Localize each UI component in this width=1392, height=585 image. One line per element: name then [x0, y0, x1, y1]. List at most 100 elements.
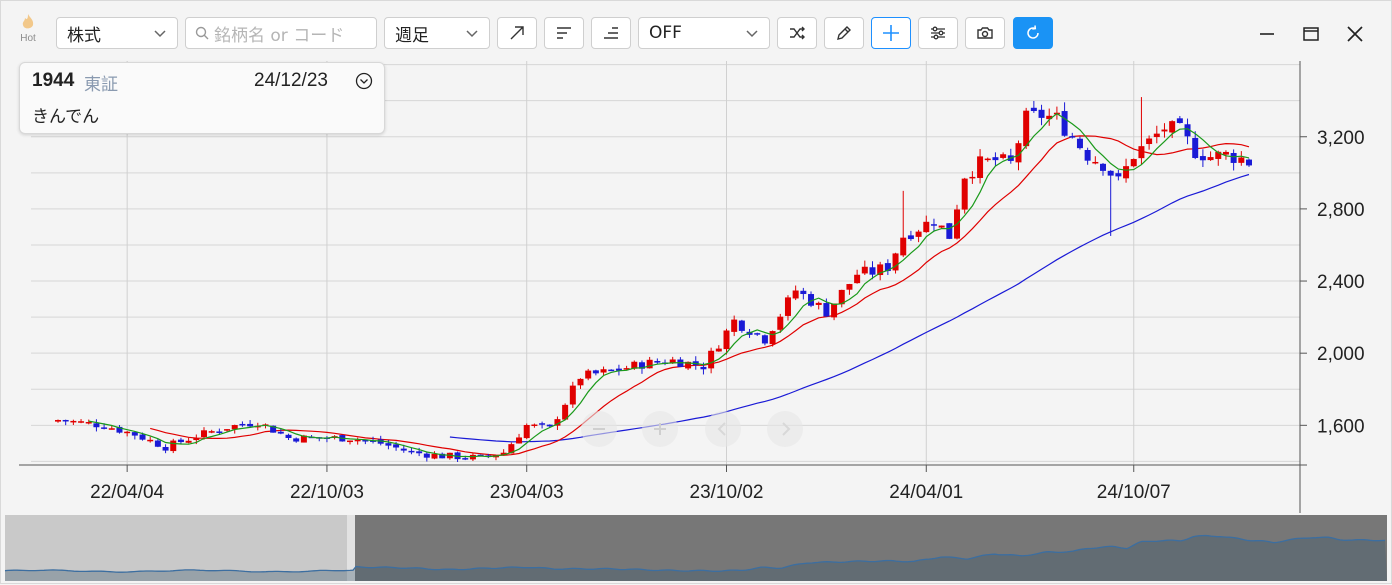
candle-body	[270, 425, 277, 433]
candle-body	[1222, 151, 1229, 155]
axes: 3,200 2,800 2,400 2,000 1,600 22/04/04 22/10/0…	[19, 61, 1365, 513]
minimize-icon	[1260, 33, 1274, 35]
candle-body	[55, 419, 61, 422]
candle-body	[416, 451, 423, 454]
align-right-button[interactable]	[591, 17, 631, 49]
candle-body	[546, 424, 553, 427]
indicator-select[interactable]: OFF	[638, 17, 770, 49]
trendline-button[interactable]	[497, 17, 537, 49]
candle-body	[1015, 143, 1022, 163]
candle-body	[231, 425, 238, 430]
close-button[interactable]	[1342, 21, 1368, 47]
candle-body	[508, 444, 515, 454]
candle-body	[569, 385, 576, 405]
candle-body	[362, 440, 369, 442]
chevron-down-icon	[466, 30, 478, 38]
search-placeholder: 銘柄名 or コード	[214, 25, 345, 46]
candle-body	[1246, 159, 1252, 166]
candle-body	[93, 423, 100, 428]
candle-body	[608, 369, 615, 372]
screenshot-button[interactable]	[965, 17, 1005, 49]
candle-body	[224, 429, 231, 431]
crosshair-button[interactable]	[871, 17, 911, 49]
draw-button[interactable]	[824, 17, 864, 49]
candle-body	[946, 223, 953, 239]
align-right-icon	[604, 27, 618, 39]
candle-body	[646, 359, 653, 369]
candle-body	[585, 370, 592, 379]
candle-body	[423, 453, 430, 458]
align-left-button[interactable]	[544, 17, 584, 49]
candle-body	[792, 290, 799, 299]
candle-body	[808, 294, 815, 306]
minimize-button[interactable]	[1254, 21, 1280, 47]
expand-circle-icon[interactable]	[355, 72, 373, 90]
candle-body	[815, 302, 822, 305]
candle-body	[408, 450, 415, 453]
candle-body	[454, 452, 461, 460]
candle-body	[984, 158, 991, 161]
candle-body	[915, 231, 922, 237]
candle-body	[208, 431, 215, 433]
candle-body	[1199, 156, 1206, 161]
candle-body	[1138, 146, 1145, 159]
candle-body	[62, 419, 69, 422]
candle-body	[500, 452, 507, 456]
candle-body	[516, 437, 523, 444]
pencil-icon	[837, 26, 851, 40]
candle-body	[1092, 161, 1099, 164]
period-select[interactable]: 週足	[384, 17, 490, 49]
candle-body	[823, 303, 830, 317]
scroll-right-button[interactable]	[767, 411, 803, 447]
market-select[interactable]: 株式	[56, 17, 178, 49]
market-select-value: 株式	[67, 25, 101, 46]
candle-body	[1100, 163, 1107, 171]
candle-body	[393, 444, 400, 448]
y-tick-label: 3,200	[1317, 128, 1365, 149]
candle-body	[592, 370, 599, 374]
maximize-button[interactable]	[1298, 21, 1324, 47]
navigator-handle	[347, 515, 355, 581]
candle-body	[731, 319, 738, 332]
settings-button[interactable]	[918, 17, 958, 49]
candle-body	[185, 440, 192, 443]
zoom-in-button[interactable]	[642, 411, 678, 447]
candle-body	[1000, 154, 1007, 158]
candle-body	[1146, 138, 1153, 145]
scroll-left-button[interactable]	[705, 411, 741, 447]
hot-button[interactable]: Hot	[11, 13, 45, 53]
stock-exchange: 東証	[84, 75, 118, 95]
shuffle-icon	[790, 26, 805, 40]
candle-body	[346, 440, 353, 443]
candle-body	[977, 156, 984, 178]
zoom-out-button[interactable]	[581, 411, 617, 447]
stock-name: きんでん	[32, 107, 100, 127]
candle-body	[531, 424, 538, 427]
ma-short-line	[88, 112, 1250, 458]
candle-body	[685, 361, 692, 369]
search-input[interactable]: 銘柄名 or コード	[185, 17, 377, 49]
ma-mid-path	[150, 135, 1250, 456]
candle-body	[846, 284, 853, 290]
candle-body	[877, 264, 884, 276]
indicator-select-value: OFF	[649, 23, 682, 43]
chevron-left-icon	[717, 422, 726, 436]
candle-body	[216, 431, 223, 433]
ma-mid-line	[150, 135, 1250, 456]
candle-body	[1046, 115, 1053, 120]
period-select-value: 週足	[395, 25, 429, 46]
refresh-button[interactable]	[1013, 17, 1053, 49]
candle-body	[462, 458, 469, 460]
plus-icon	[883, 25, 899, 41]
candle-body	[285, 434, 292, 438]
candle-body	[677, 359, 684, 368]
candle-body	[1184, 124, 1191, 137]
shuffle-button[interactable]	[777, 17, 817, 49]
stock-date: 24/12/23	[254, 70, 328, 91]
candle-body	[239, 423, 246, 426]
chevron-right-icon	[782, 422, 791, 436]
candle-body	[300, 435, 307, 443]
candle-body	[800, 290, 807, 295]
candle-body	[738, 320, 745, 331]
candle-body	[900, 237, 907, 256]
